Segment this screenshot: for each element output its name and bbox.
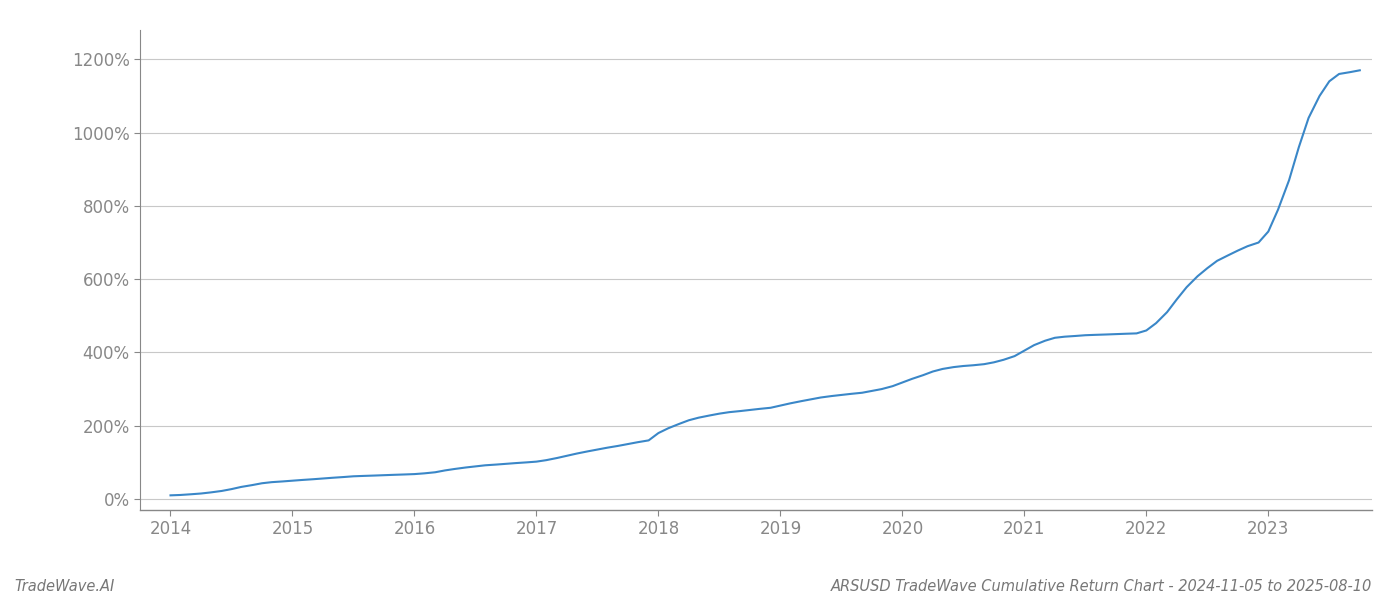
Text: TradeWave.AI: TradeWave.AI xyxy=(14,579,115,594)
Text: ARSUSD TradeWave Cumulative Return Chart - 2024-11-05 to 2025-08-10: ARSUSD TradeWave Cumulative Return Chart… xyxy=(830,579,1372,594)
